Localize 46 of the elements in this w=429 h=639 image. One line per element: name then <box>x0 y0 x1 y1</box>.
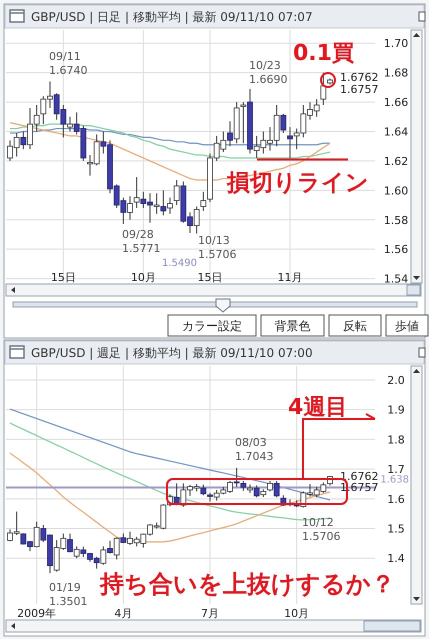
y-tick-label: 1.58 <box>384 214 408 227</box>
x-tick-label: 11月 <box>278 271 302 284</box>
chart-title: GBP/USD | 週足 | 移動平均 | 最新 09/11/10 07:00 <box>31 346 313 360</box>
annotation: 01/19 1.3501 <box>49 581 88 608</box>
annotation: 1.5490 <box>162 258 197 269</box>
text: カラー設定 <box>182 319 242 333</box>
y-tick-label: 1.62 <box>384 154 408 168</box>
y-tick-label: 1.8 <box>387 433 405 446</box>
annotation: 10/13 1.5706 <box>198 234 236 261</box>
ref-line-label: 1.638 <box>380 474 409 486</box>
ref-line-label: 損切りライン <box>226 170 369 196</box>
annotation: 09/28 1.5771 <box>122 228 160 255</box>
y-tick-label: 1.56 <box>384 243 408 256</box>
y-tick-label: 1.6 <box>387 492 405 506</box>
y-tick-label: 1.66 <box>384 96 408 110</box>
annotation: 10/23 1.6690 <box>249 59 288 86</box>
y-tick-label: 1.64 <box>384 125 408 138</box>
annotation: 09/11 1.6740 <box>49 50 88 77</box>
y-tick-label: 1.4 <box>387 552 405 566</box>
x-tick-label: 7月 <box>201 607 219 620</box>
y-tick-label: 1.68 <box>384 66 408 80</box>
y-tick-label: 1.60 <box>384 184 408 198</box>
x-tick-label: 2009年 <box>17 607 56 620</box>
annotation: 0.1買 <box>293 41 354 66</box>
chart-title: GBP/USD | 日足 | 移動平均 | 最新 09/11/10 07:07 <box>31 10 313 24</box>
text: 1.6757 <box>340 83 378 96</box>
annotation: 持ち合いを上抜けするか？ <box>99 570 395 598</box>
x-tick-label: 15日 <box>50 271 76 284</box>
annotation: 08/03 1.7043 <box>235 436 274 463</box>
x-tick-label: 10月 <box>130 271 156 284</box>
text: 1.6762 <box>340 470 378 483</box>
y-tick-label: 1.7 <box>387 463 405 476</box>
x-tick-label: 10月 <box>284 607 310 620</box>
x-tick-label: 4月 <box>114 607 132 620</box>
annotation: 10/12 1.5706 <box>302 516 340 543</box>
text: 1.6762 <box>340 71 378 84</box>
text: 歩値 <box>395 319 419 333</box>
y-tick-label: 1.70 <box>384 37 408 50</box>
text: 背景色 <box>274 319 310 333</box>
y-tick-label: 2.0 <box>387 374 405 387</box>
y-tick-label: 1.54 <box>384 272 408 286</box>
y-tick-label: 1.9 <box>387 404 405 417</box>
x-tick-label: 15日 <box>198 271 222 284</box>
annotation: 4週目 <box>288 395 348 420</box>
y-tick-label: 1.5 <box>387 522 405 536</box>
text: 反転 <box>343 319 367 333</box>
